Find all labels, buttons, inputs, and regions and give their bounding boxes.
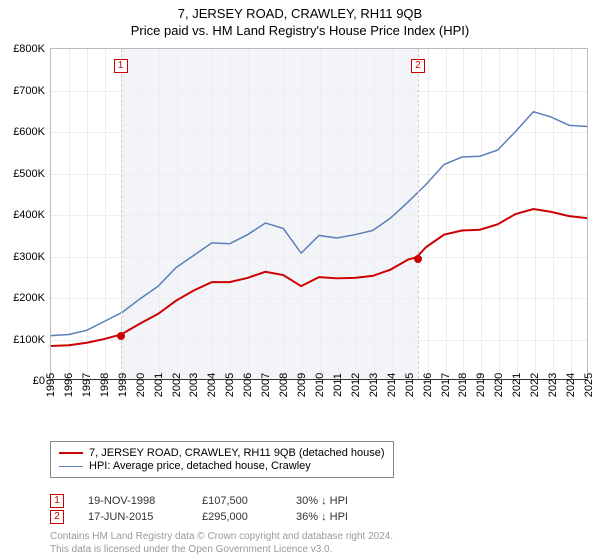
x-tick-label: 2023 [547, 373, 559, 397]
sale-price: £295,000 [202, 511, 272, 523]
x-tick-label: 2004 [206, 373, 218, 397]
y-tick-label: £300K [13, 251, 45, 263]
chart-container: 7, JERSEY ROAD, CRAWLEY, RH11 9QB Price … [0, 0, 600, 560]
x-tick-label: 1999 [117, 373, 129, 397]
x-tick-label: 2009 [296, 373, 308, 397]
attribution: Contains HM Land Registry data © Crown c… [50, 530, 588, 556]
sale-vline [121, 49, 122, 379]
x-tick-label: 2005 [224, 373, 236, 397]
sale-events-table: 1 19-NOV-1998 £107,500 30% ↓ HPI 2 17-JUN-201… [50, 492, 348, 526]
x-tick-label: 2006 [242, 373, 254, 397]
x-tick-label: 2013 [368, 373, 380, 397]
legend-label: HPI: Average price, detached house, Craw… [89, 460, 311, 472]
x-tick-label: 2001 [153, 373, 165, 397]
x-tick-label: 2024 [565, 373, 577, 397]
sale-badge: 1 [50, 494, 64, 508]
x-tick-label: 2014 [386, 373, 398, 397]
attribution-line: This data is licensed under the Open Gov… [50, 543, 588, 556]
x-tick-label: 2018 [457, 373, 469, 397]
sale-vline [418, 49, 419, 379]
y-tick-label: £200K [13, 292, 45, 304]
x-tick-label: 2002 [171, 373, 183, 397]
sale-badge: 2 [50, 510, 64, 524]
y-tick-label: £400K [13, 209, 45, 221]
y-tick-label: £500K [13, 168, 45, 180]
series-line-hpi [51, 112, 587, 336]
y-tick-label: £600K [13, 126, 45, 138]
x-tick-label: 2003 [188, 373, 200, 397]
x-tick-label: 2017 [440, 373, 452, 397]
y-tick-label: £700K [13, 85, 45, 97]
legend: 7, JERSEY ROAD, CRAWLEY, RH11 9QB (detac… [50, 441, 394, 478]
sale-marker-badge: 1 [114, 59, 128, 73]
sale-dot [414, 255, 422, 263]
legend-swatch [59, 466, 83, 467]
legend-item: 7, JERSEY ROAD, CRAWLEY, RH11 9QB (detac… [59, 447, 385, 459]
x-tick-label: 2012 [350, 373, 362, 397]
sale-date: 17-JUN-2015 [88, 511, 178, 523]
x-tick-label: 1998 [99, 373, 111, 397]
x-tick-label: 2019 [475, 373, 487, 397]
x-tick-label: 1997 [81, 373, 93, 397]
x-tick-label: 1996 [63, 373, 75, 397]
sale-row: 2 17-JUN-2015 £295,000 36% ↓ HPI [50, 510, 348, 524]
chart-area: £0£100K£200K£300K£400K£500K£600K£700K£80… [50, 48, 588, 420]
x-tick-label: 2016 [422, 373, 434, 397]
sale-dot [117, 332, 125, 340]
y-tick-label: £0 [33, 375, 45, 387]
plot-region: £0£100K£200K£300K£400K£500K£600K£700K£80… [50, 48, 588, 380]
x-tick-label: 2000 [135, 373, 147, 397]
sale-delta: 36% ↓ HPI [296, 511, 348, 523]
x-tick-label: 2011 [332, 373, 344, 397]
x-tick-label: 1995 [45, 373, 57, 397]
sale-date: 19-NOV-1998 [88, 495, 178, 507]
x-tick-label: 2015 [404, 373, 416, 397]
x-tick-label: 2021 [511, 373, 523, 397]
legend-swatch [59, 452, 83, 454]
sale-row: 1 19-NOV-1998 £107,500 30% ↓ HPI [50, 494, 348, 508]
legend-label: 7, JERSEY ROAD, CRAWLEY, RH11 9QB (detac… [89, 447, 385, 459]
attribution-line: Contains HM Land Registry data © Crown c… [50, 530, 588, 543]
x-tick-label: 2008 [278, 373, 290, 397]
sale-delta: 30% ↓ HPI [296, 495, 348, 507]
y-tick-label: £100K [13, 334, 45, 346]
series-line-price_paid [51, 209, 587, 346]
chart-title: 7, JERSEY ROAD, CRAWLEY, RH11 9QB [0, 0, 600, 21]
sale-marker-badge: 2 [411, 59, 425, 73]
chart-subtitle: Price paid vs. HM Land Registry's House … [0, 21, 600, 38]
sale-price: £107,500 [202, 495, 272, 507]
x-tick-label: 2010 [314, 373, 326, 397]
x-tick-label: 2020 [493, 373, 505, 397]
line-layer [51, 49, 587, 379]
y-tick-label: £800K [13, 43, 45, 55]
x-tick-label: 2007 [260, 373, 272, 397]
x-tick-label: 2022 [529, 373, 541, 397]
x-tick-label: 2025 [583, 373, 595, 397]
legend-item: HPI: Average price, detached house, Craw… [59, 460, 385, 472]
